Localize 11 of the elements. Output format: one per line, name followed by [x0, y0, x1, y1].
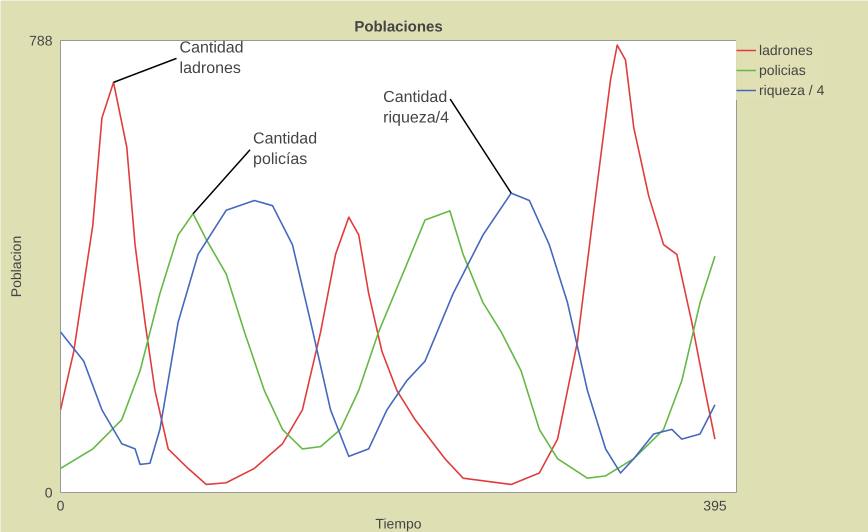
- x-axis-title: Tiempo: [375, 516, 422, 532]
- chart-title: Poblaciones: [354, 18, 443, 36]
- legend-label: ladrones: [759, 42, 813, 58]
- legend-label: riqueza / 4: [759, 82, 824, 98]
- annotation: Cantidad riqueza/4: [383, 89, 450, 126]
- annotation: Cantidad policías: [253, 130, 318, 168]
- legend-label: policias: [759, 62, 806, 78]
- x-tick-label: 395: [703, 498, 727, 514]
- annotation: Cantidad ladrones: [180, 39, 244, 77]
- y-tick-label: 788: [29, 32, 53, 48]
- y-axis-title: Poblacion: [8, 236, 24, 298]
